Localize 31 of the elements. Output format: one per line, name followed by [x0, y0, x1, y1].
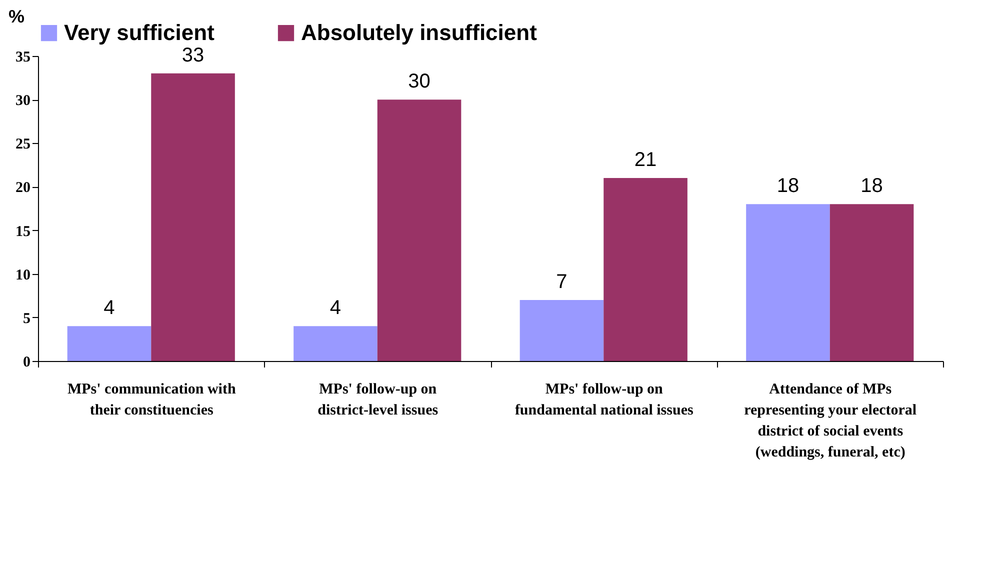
- y-axis-title: %: [8, 6, 25, 26]
- x-tick-label: Attendance of MPs representing your electoral district of social events (weddings, funeral, etc): [744, 382, 917, 460]
- bar: [830, 204, 914, 361]
- data-label: 21: [634, 149, 657, 171]
- data-label: 33: [182, 44, 204, 66]
- legend-label: Absolutely insufficient: [301, 20, 538, 45]
- y-tick-label: 10: [16, 267, 30, 284]
- bar: [604, 178, 688, 361]
- data-label: 4: [104, 297, 115, 320]
- data-label: 7: [556, 271, 568, 293]
- x-tick-label: MPs' follow-up on fundamental national issues: [514, 382, 694, 418]
- data-label: 4: [330, 297, 342, 320]
- y-tick-label: 25: [16, 136, 30, 153]
- y-tick-label: 15: [16, 224, 30, 240]
- data-label: 18: [860, 175, 883, 198]
- x-tick-label: MPs' follow-up on district-level issues: [318, 382, 438, 418]
- legend-label: Very sufficient: [64, 20, 216, 45]
- bar: [520, 300, 604, 361]
- x-tick-label: MPs' communication with their constituencies: [67, 382, 236, 418]
- y-tick-label: 35: [16, 50, 30, 66]
- data-label: 18: [776, 175, 800, 198]
- data-label: 30: [408, 70, 430, 93]
- bar: [746, 204, 830, 361]
- bar: [377, 100, 462, 361]
- bar: [67, 326, 152, 361]
- y-tick-label: 5: [23, 310, 30, 327]
- y-tick-label: 30: [16, 93, 30, 110]
- bar: [294, 326, 378, 361]
- y-tick-label: 0: [23, 354, 30, 370]
- bar: [151, 73, 235, 361]
- y-tick-label: 20: [16, 180, 30, 196]
